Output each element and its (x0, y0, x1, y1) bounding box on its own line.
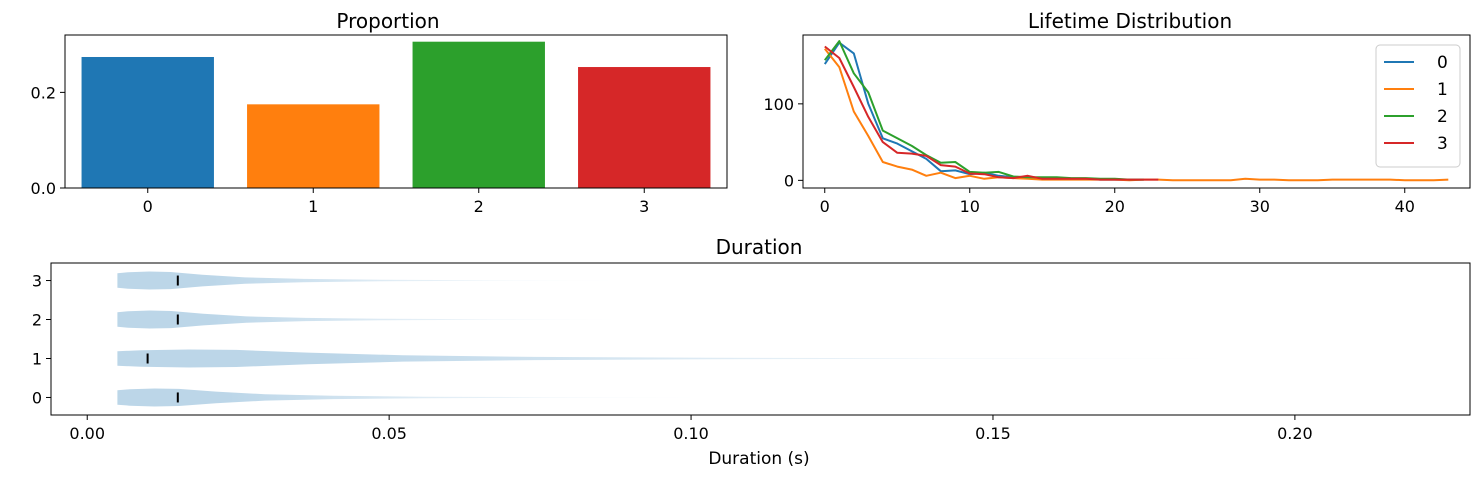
proportion-ytick-label: 0.2 (31, 83, 56, 102)
lifetime-xtick-label: 20 (1105, 197, 1125, 216)
proportion-axes-frame (64, 34, 728, 189)
lifetime-axes-frame (802, 34, 1471, 189)
series-line-3 (824, 45, 1159, 181)
lifetime-legend: 0 1 2 3 (1375, 44, 1461, 168)
duration-xtick-label: 0.05 (371, 424, 407, 443)
proportion-xtick-label: 2 (474, 197, 484, 216)
proportion-xtick-label: 3 (639, 197, 649, 216)
duration-xlabel: Duration (s) (708, 449, 809, 469)
violin-body-2 (117, 310, 655, 329)
lifetime-title: Lifetime Distribution (1028, 9, 1232, 33)
lifetime-xtick-label: 10 (960, 197, 980, 216)
lifetime-distribution-chart: Lifetime Distribution 0 100 0 10 20 30 40 0 1 2… (763, 9, 1471, 216)
duration-xtick-label: 0.15 (975, 424, 1011, 443)
duration-xtick-label: 0.10 (673, 424, 709, 443)
legend-label-3: 3 (1437, 134, 1448, 154)
duration-xtick-label: 0.20 (1277, 424, 1313, 443)
lifetime-xtick-label: 40 (1395, 197, 1415, 216)
legend-label-1: 1 (1437, 80, 1448, 100)
duration-xtick-label: 0.00 (69, 424, 105, 443)
duration-chart: Duration 0 1 2 3 0.00 0.05 0.10 0.15 0.20 Durat… (32, 235, 1471, 469)
bar-0 (81, 56, 214, 189)
violin-body-1 (117, 349, 1307, 368)
series-line-2 (824, 40, 1144, 181)
series-line-1 (824, 48, 1449, 182)
proportion-title: Proportion (336, 9, 439, 33)
series-line-0 (823, 41, 1144, 181)
proportion-chart: Proportion 0.0 0.2 0 1 2 3 (31, 9, 728, 216)
lifetime-ytick-label: 100 (763, 95, 794, 114)
lifetime-ytick-label: 0 (784, 171, 794, 190)
bar-2 (412, 41, 545, 188)
proportion-xtick-label: 1 (308, 197, 318, 216)
duration-ytick-label: 3 (32, 272, 42, 291)
lifetime-xtick-label: 0 (820, 197, 830, 216)
legend-label-2: 2 (1437, 107, 1448, 127)
legend-label-0: 0 (1437, 53, 1448, 73)
bar-1 (247, 104, 380, 188)
duration-ytick-label: 2 (32, 311, 42, 330)
bar-3 (578, 67, 711, 188)
lifetime-xtick-label: 30 (1250, 197, 1270, 216)
violin-body-3 (117, 271, 649, 290)
proportion-ytick-label: 0.0 (31, 179, 56, 198)
violin-body-0 (117, 388, 734, 407)
duration-ytick-label: 0 (32, 388, 42, 407)
duration-title: Duration (716, 235, 803, 259)
proportion-xtick-label: 0 (143, 197, 153, 216)
duration-axes-frame (50, 262, 1471, 416)
duration-ytick-label: 1 (32, 349, 42, 368)
